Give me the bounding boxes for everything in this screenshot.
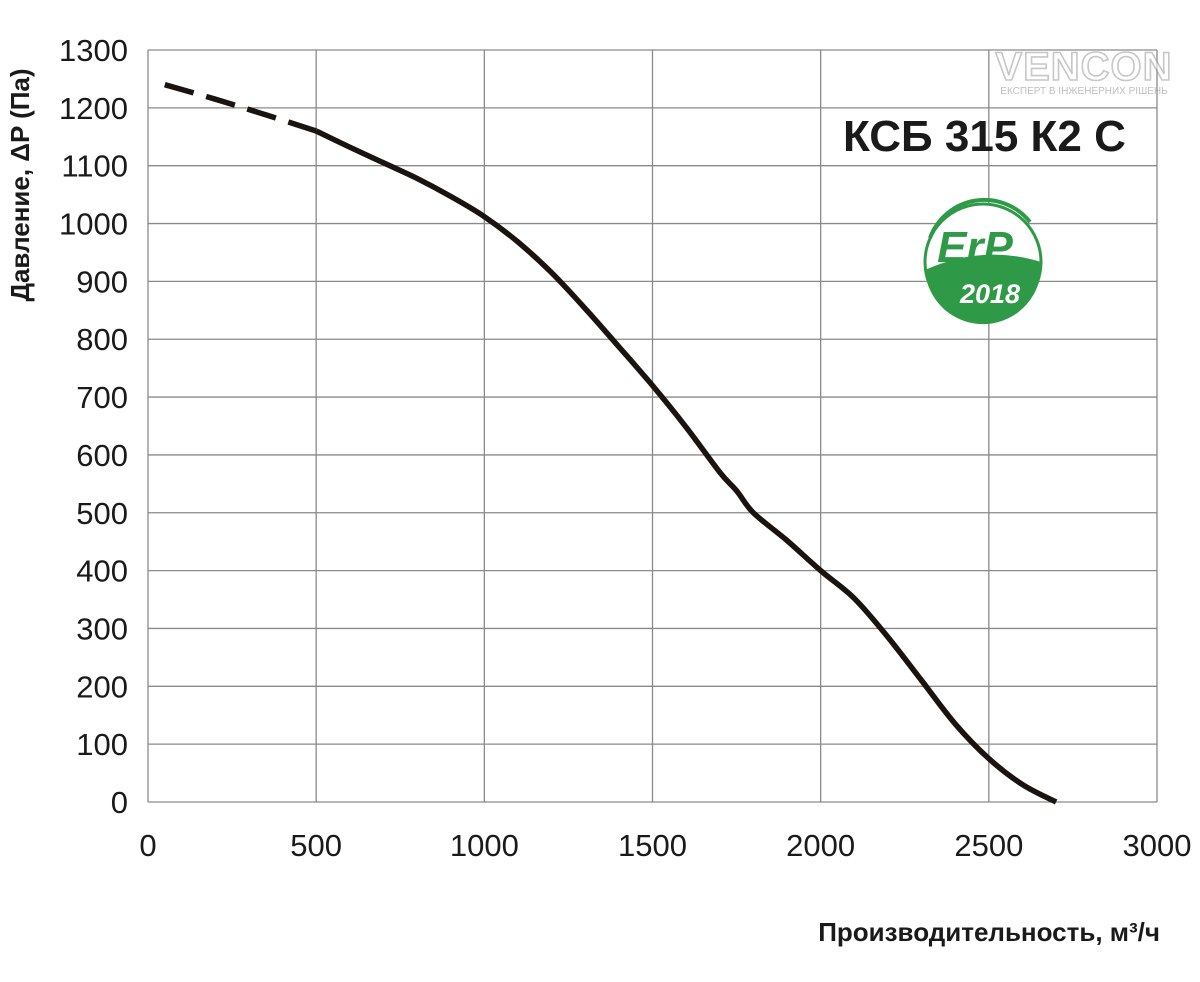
y-tick-100: 100 [76, 727, 128, 762]
y-tick-900: 900 [76, 264, 128, 299]
chart-title: КСБ 315 К2 С [843, 112, 1126, 161]
grid [147, 49, 1158, 803]
y-tick-300: 300 [76, 611, 128, 646]
y-tick-1000: 1000 [59, 207, 128, 242]
series-line-solid [315, 128, 1058, 805]
x-tick-0: 0 [139, 828, 156, 863]
series-line-dashed [164, 82, 318, 134]
x-tick-labels: 0 500 1000 1500 2000 2500 3000 [139, 828, 1191, 863]
erp-year: 2018 [959, 279, 1020, 309]
y-tick-1300: 1300 [59, 33, 128, 68]
y-tick-800: 800 [76, 322, 128, 357]
y-tick-600: 600 [76, 438, 128, 473]
erp-badge: ErP 2018 [923, 198, 1043, 325]
y-tick-0: 0 [111, 785, 128, 820]
x-tick-1500: 1500 [618, 828, 687, 863]
y-tick-labels: 0 100 200 300 400 500 600 700 800 900 1000 1100 1200… [59, 33, 128, 820]
x-tick-3000: 3000 [1123, 828, 1192, 863]
y-tick-700: 700 [76, 380, 128, 415]
y-tick-200: 200 [76, 669, 128, 704]
x-tick-2500: 2500 [954, 828, 1023, 863]
y-tick-1100: 1100 [61, 149, 128, 184]
brand-tagline: ЕКСПЕРТ В ІНЖЕНЕРНИХ РІШЕНЬ [1000, 86, 1168, 97]
y-tick-500: 500 [76, 496, 128, 531]
y-tick-400: 400 [76, 554, 128, 589]
series-layer [164, 82, 1058, 805]
brand-logo: VENCON ЕКСПЕРТ В ІНЖЕНЕРНИХ РІШЕНЬ [995, 44, 1173, 97]
y-tick-1200: 1200 [59, 91, 128, 126]
brand-name: VENCON [995, 45, 1172, 89]
x-tick-500: 500 [290, 828, 342, 863]
y-axis-title: Давление, ΔP (Па) [5, 68, 35, 301]
erp-label: ErP [937, 223, 1013, 272]
x-tick-2000: 2000 [786, 828, 855, 863]
x-axis-title: Производительность, м³/ч [818, 917, 1160, 947]
x-tick-1000: 1000 [450, 828, 519, 863]
